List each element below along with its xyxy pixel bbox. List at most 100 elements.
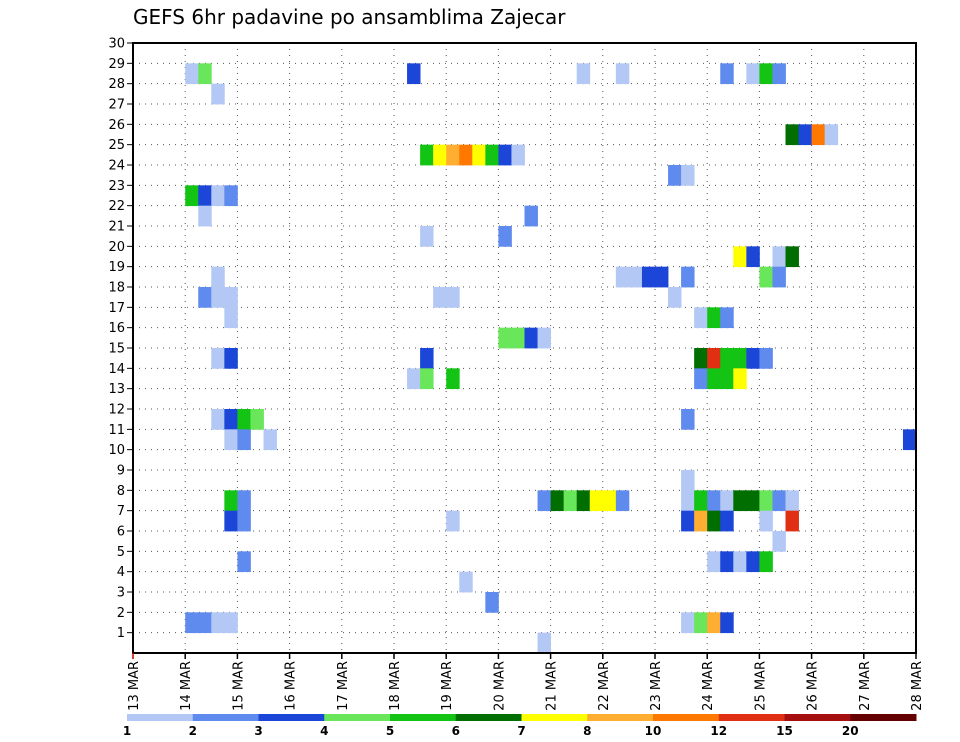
legend-label: 3 xyxy=(254,724,262,738)
heatmap-cell xyxy=(694,348,708,369)
legend-label: 12 xyxy=(710,724,727,738)
heatmap-cell xyxy=(224,287,238,308)
heatmap-cell xyxy=(263,429,277,451)
heatmap-cell xyxy=(446,368,460,390)
heatmap-cell xyxy=(720,348,734,369)
legend-label: 10 xyxy=(645,724,662,738)
heatmap-cell xyxy=(224,348,238,369)
y-tick-label: 29 xyxy=(108,57,125,72)
y-tick-label: 8 xyxy=(117,484,125,499)
legend-swatch xyxy=(587,714,654,721)
heatmap-cell xyxy=(446,287,460,308)
heatmap-cell xyxy=(694,307,708,329)
heatmap-cell xyxy=(785,510,799,532)
heatmap-cell xyxy=(237,551,251,573)
heatmap-cell xyxy=(785,124,799,146)
legend-swatch xyxy=(718,714,785,721)
x-tick-label: 23 MAR xyxy=(649,661,664,711)
chart-title: GEFS 6hr padavine po ansamblima Zajecar xyxy=(133,5,566,29)
heatmap-cell xyxy=(420,368,434,390)
heatmap-cell xyxy=(655,266,669,288)
legend-swatch xyxy=(324,714,391,721)
heatmap-cell xyxy=(759,63,773,85)
heatmap-cell xyxy=(785,246,799,268)
heatmap-cell xyxy=(720,368,734,390)
heatmap-cell xyxy=(772,531,786,552)
heatmap-cell xyxy=(250,409,264,430)
x-tick-label: 25 MAR xyxy=(753,661,768,711)
heatmap-cell xyxy=(720,63,734,85)
x-tick-label: 26 MAR xyxy=(806,661,821,711)
legend-swatch xyxy=(258,714,325,721)
y-tick-label: 14 xyxy=(108,362,125,377)
heatmap-cell xyxy=(707,551,721,573)
heatmap-cell xyxy=(615,490,630,512)
heatmap-cell xyxy=(615,266,630,288)
heatmap-cell xyxy=(746,63,760,85)
heatmap-cell xyxy=(798,124,812,146)
legend-swatch xyxy=(521,714,588,721)
heatmap-cell xyxy=(720,510,734,532)
legend-label: 15 xyxy=(776,724,793,738)
x-tick-label: 16 MAR xyxy=(284,661,299,711)
y-tick-label: 4 xyxy=(117,565,125,580)
heatmap-cell xyxy=(211,348,225,369)
y-tick-label: 15 xyxy=(108,342,125,357)
legend-label: 1 xyxy=(123,724,131,738)
y-tick-label: 20 xyxy=(108,240,125,255)
legend-swatch xyxy=(455,714,522,721)
heatmap-cell xyxy=(681,409,695,430)
legend-label: 4 xyxy=(320,724,328,738)
x-tick-label: 18 MAR xyxy=(388,661,403,711)
y-tick-label: 11 xyxy=(108,423,125,438)
heatmap-cell xyxy=(485,592,499,613)
y-axis-ticks: 1234567891011121314151617181920212223242… xyxy=(108,37,133,641)
heatmap-cell xyxy=(459,571,473,593)
heatmap-cell xyxy=(511,144,525,166)
data-cells xyxy=(185,63,917,654)
legend-swatch xyxy=(784,714,851,721)
heatmap-cell xyxy=(433,287,447,308)
heatmap-cell xyxy=(694,368,708,390)
heatmap-cell xyxy=(720,551,734,573)
legend-label: 8 xyxy=(583,724,591,738)
y-tick-label: 19 xyxy=(108,260,125,275)
heatmap-cell xyxy=(211,266,225,288)
heatmap-cell xyxy=(237,510,251,532)
y-tick-label: 3 xyxy=(117,586,125,601)
y-tick-label: 16 xyxy=(108,321,125,336)
x-tick-label: 24 MAR xyxy=(701,661,716,711)
heatmap-cell xyxy=(733,490,747,512)
legend-swatch xyxy=(127,714,194,721)
y-tick-label: 22 xyxy=(108,199,125,214)
heatmap-cell xyxy=(563,490,578,512)
heatmap-cell xyxy=(185,612,199,634)
heatmap-cell xyxy=(589,490,604,512)
y-tick-label: 1 xyxy=(117,626,125,641)
heatmap-cell xyxy=(485,144,499,166)
y-tick-label: 30 xyxy=(108,37,125,52)
legend-label: 20 xyxy=(842,724,859,738)
heatmap-cell xyxy=(628,266,643,288)
heatmap-cell xyxy=(237,429,251,451)
heatmap-cell xyxy=(668,165,682,186)
heatmap-cell xyxy=(198,185,212,207)
heatmap-cell xyxy=(733,551,747,573)
legend-label: 7 xyxy=(517,724,525,738)
y-tick-label: 28 xyxy=(108,77,125,92)
y-tick-label: 24 xyxy=(108,159,125,174)
legend-swatch xyxy=(390,714,457,721)
heatmap-cell xyxy=(472,144,486,166)
heatmap-cell xyxy=(237,409,251,430)
y-tick-label: 12 xyxy=(108,403,125,418)
heatmap-cell xyxy=(694,612,708,634)
heatmap-cell xyxy=(224,510,238,532)
heatmap-cell xyxy=(446,510,460,532)
heatmap-cell xyxy=(211,287,225,308)
heatmap-cell xyxy=(759,510,773,532)
x-tick-label: 14 MAR xyxy=(179,661,194,711)
heatmap-cell xyxy=(759,490,773,512)
legend-label: 5 xyxy=(386,724,394,738)
heatmap-cell xyxy=(720,612,734,634)
